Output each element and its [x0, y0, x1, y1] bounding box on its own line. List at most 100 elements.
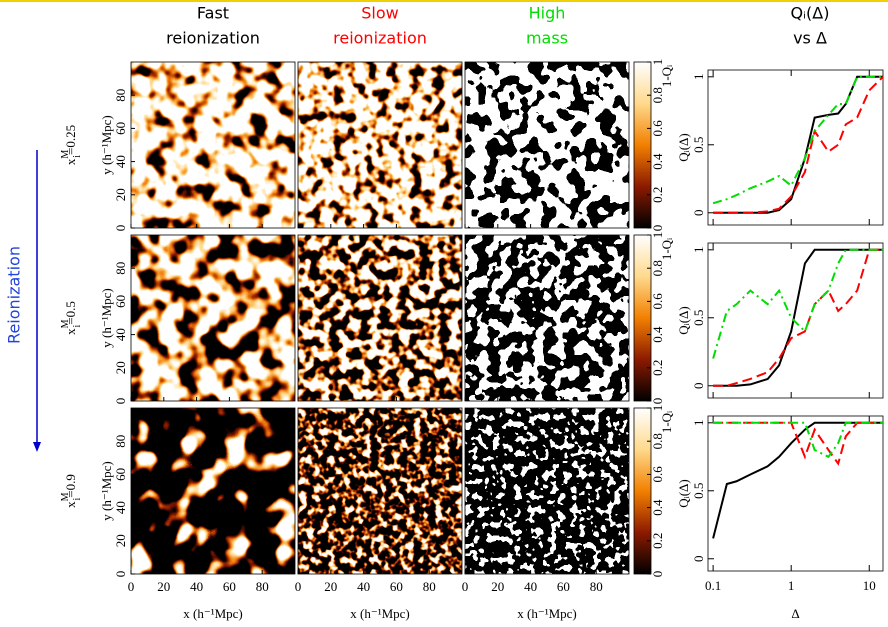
map-image: [131, 408, 295, 574]
x-axis-label: x (h⁻¹Mpc): [183, 606, 243, 621]
y-tick-label: 1: [691, 420, 706, 427]
x-tick-label: 0.1: [705, 578, 721, 593]
row-label: xMi=0.5: [60, 301, 83, 335]
map-frame: [297, 407, 463, 575]
row-label-value: =0.9: [63, 474, 78, 498]
column-title: vs Δ: [793, 29, 827, 48]
column-title: Slow: [361, 4, 398, 23]
y-tick-label: 0: [691, 210, 706, 217]
y-tick-label: 1: [691, 247, 706, 254]
y-tick-label: 0: [691, 383, 706, 390]
map-image: [131, 235, 295, 401]
colorbar-tick-label: 0.4: [650, 326, 665, 343]
y-tick-label: 40: [113, 328, 128, 341]
x-tick-label: 60: [390, 579, 403, 594]
side-label: Reionization: [5, 246, 24, 344]
y-axis-label: Qᵢ(Δ): [676, 133, 691, 162]
y-tick-label: 60: [113, 295, 128, 308]
x-tick-label: 0: [462, 579, 469, 594]
map-image: [298, 235, 462, 401]
map-frame: [464, 61, 630, 229]
plot-frame: [707, 69, 884, 226]
colorbar-tick-label: 0: [650, 225, 665, 232]
x-tick-label: 80: [256, 579, 269, 594]
map-frame: [130, 407, 296, 575]
y-tick-label: 80: [113, 89, 128, 102]
map-frame: [130, 234, 296, 402]
row-label-base: x: [63, 501, 78, 508]
x-tick-label: 80: [590, 579, 603, 594]
colorbar-label: 1-Qᵢ: [659, 64, 674, 87]
y-axis-label: Qᵢ(Δ): [676, 479, 691, 508]
map-frame: [297, 234, 463, 402]
colorbar-tick-label: 0.2: [650, 187, 665, 203]
column-title: High: [529, 4, 566, 23]
map-image: [298, 62, 462, 228]
map-frame: [464, 407, 630, 575]
x-tick-label: 40: [524, 579, 537, 594]
x-tick-label: 20: [491, 579, 504, 594]
colorbar: [633, 234, 652, 402]
y-axis-label: y (h⁻¹Mpc): [99, 288, 114, 348]
colorbar-tick-label: 1: [650, 405, 665, 412]
row-label-value: =0.5: [63, 301, 78, 325]
colorbar-tick-label: 1: [650, 232, 665, 239]
x-tick-label: 10: [863, 578, 876, 593]
side-arrow-head: [33, 442, 41, 452]
series-line: [712, 421, 883, 539]
x-axis-label: x (h⁻¹Mpc): [517, 606, 577, 621]
series-line: [713, 248, 883, 387]
row-label: xMi=0.25: [60, 125, 83, 165]
colorbar-label: 1-Qᵢ: [659, 237, 674, 260]
x-tick-label: 1: [788, 578, 795, 593]
colorbar-tick-label: 0.2: [650, 533, 665, 549]
row-label: xMi=0.9: [60, 474, 83, 508]
colorbar-tick-label: 1: [650, 59, 665, 66]
series-line: [712, 248, 883, 359]
y-tick-label: 0: [113, 571, 128, 578]
colorbar-tick-label: 0: [650, 398, 665, 405]
y-axis-label: y (h⁻¹Mpc): [99, 461, 114, 521]
row-label-sub: i: [72, 155, 83, 158]
y-tick-label: 20: [113, 534, 128, 547]
colorbar: [633, 61, 652, 229]
series-line: [712, 75, 883, 205]
row-label-sup: M: [60, 150, 71, 159]
row-label-base: x: [63, 158, 78, 165]
row-label-sub: i: [72, 324, 83, 327]
x-tick-label: 20: [324, 579, 337, 594]
y-tick-label: 0: [691, 556, 706, 563]
colorbar-tick-label: 0.4: [650, 153, 665, 170]
row-label-base: x: [63, 328, 78, 335]
row-label-value: =0.25: [63, 125, 78, 155]
map-frame: [130, 61, 296, 229]
map-image: [298, 408, 462, 574]
x-tick-label: 60: [557, 579, 570, 594]
map-image: [465, 408, 629, 574]
colorbar-label: 1-Qᵢ: [659, 410, 674, 433]
colorbar-tick-label: 0: [650, 571, 665, 578]
column-title: Fast: [197, 4, 229, 23]
y-tick-label: 20: [113, 361, 128, 374]
map-frame: [464, 234, 630, 402]
y-tick-label: 60: [113, 468, 128, 481]
y-tick-label: 20: [113, 188, 128, 201]
map-frame: [297, 61, 463, 229]
y-axis-label: Qᵢ(Δ): [676, 306, 691, 335]
colorbar-tick-label: 0.8: [650, 87, 665, 103]
colorbar-tick-label: 0.6: [650, 466, 665, 483]
series-line: [713, 248, 883, 387]
series-line: [713, 76, 883, 214]
y-tick-label: 0.5: [691, 310, 706, 326]
colorbar-tick-label: 0.6: [650, 120, 665, 137]
y-tick-label: 40: [113, 155, 128, 168]
column-title: reionization: [333, 29, 427, 48]
x-tick-label: 20: [157, 579, 170, 594]
y-axis-label: y (h⁻¹Mpc): [99, 115, 114, 175]
map-image: [131, 62, 295, 228]
colorbar-tick-label: 0.4: [650, 499, 665, 516]
row-label-sup: M: [60, 319, 71, 328]
row-label-sup: M: [60, 492, 71, 501]
x-tick-label: 0: [295, 579, 302, 594]
